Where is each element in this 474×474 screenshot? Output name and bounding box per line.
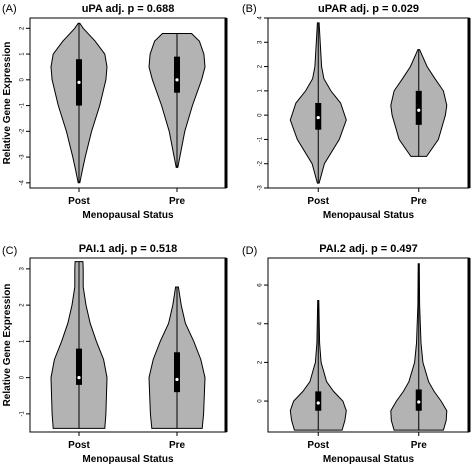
x-category-label: Pre [411,440,428,451]
x-axis-label: Menopausal Status [323,454,415,465]
y-tick-label: 2 [258,64,264,68]
violin-median [417,108,421,112]
y-tick-label: -1 [20,411,26,417]
panel-letter: (C) [2,245,17,257]
violin-iqr-box [174,56,180,93]
violin-iqr-box [315,391,322,411]
y-tick-label: 3 [20,267,26,271]
y-axis-label: Relative Gene Expression [2,42,13,165]
violin-iqr-box [415,90,422,125]
violin-iqr-box [415,389,422,411]
y-axis-label: Relative Gene Expression [2,284,13,407]
y-tick-label: 0 [258,113,264,117]
panel-letter: (D) [242,245,257,257]
y-tick-label: -2 [20,128,26,134]
y-tick-label: 1 [20,339,26,343]
x-category-label: Post [307,196,329,207]
panel-title: uPA adj. p = 0.688 [82,3,175,15]
y-tick-label: 0 [258,399,264,403]
violin-iqr-box [174,352,180,393]
y-tick-label: -1 [20,102,26,108]
y-tick-label: -1 [258,136,264,142]
violin-median [175,377,179,382]
violin-median [77,376,81,380]
x-axis-label: Menopausal Status [82,210,174,221]
y-tick-label: 4 [258,16,264,20]
panel-letter: (A) [2,3,17,15]
panel-title: PAI.2 adj. p = 0.497 [319,243,418,255]
x-category-label: Pre [411,196,428,207]
y-tick-label: 1 [258,89,264,93]
y-tick-label: 0 [20,375,26,379]
x-category-label: Post [68,196,90,207]
y-tick-label: -3 [258,185,264,191]
y-tick-label: 1 [20,52,26,56]
y-tick-label: 3 [258,40,264,44]
y-tick-label: 2 [20,26,26,30]
y-tick-label: 0 [20,77,26,81]
y-tick-label: 2 [258,360,264,364]
y-tick-label: -2 [258,160,264,166]
panel-title: PAI.1 adj. p = 0.518 [79,243,178,255]
panel-title: uPAR adj. p = 0.029 [318,3,419,15]
violin-median [316,115,320,120]
x-category-label: Pre [169,440,186,451]
y-tick-label: -3 [20,154,26,160]
y-tick-label: 6 [258,283,264,287]
x-category-label: Pre [169,196,186,207]
x-category-label: Post [68,440,90,451]
violin-median [175,78,179,82]
violin-median [316,401,320,405]
y-tick-label: 2 [20,303,26,307]
violin-median [77,80,81,84]
x-axis-label: Menopausal Status [323,210,415,221]
violin-iqr-box [76,348,82,385]
x-category-label: Post [307,440,329,451]
y-tick-label: -4 [20,180,26,186]
y-tick-label: 4 [258,321,264,325]
panel-letter: (B) [242,3,257,15]
x-axis-label: Menopausal Status [82,454,174,465]
violin-median [417,400,421,404]
